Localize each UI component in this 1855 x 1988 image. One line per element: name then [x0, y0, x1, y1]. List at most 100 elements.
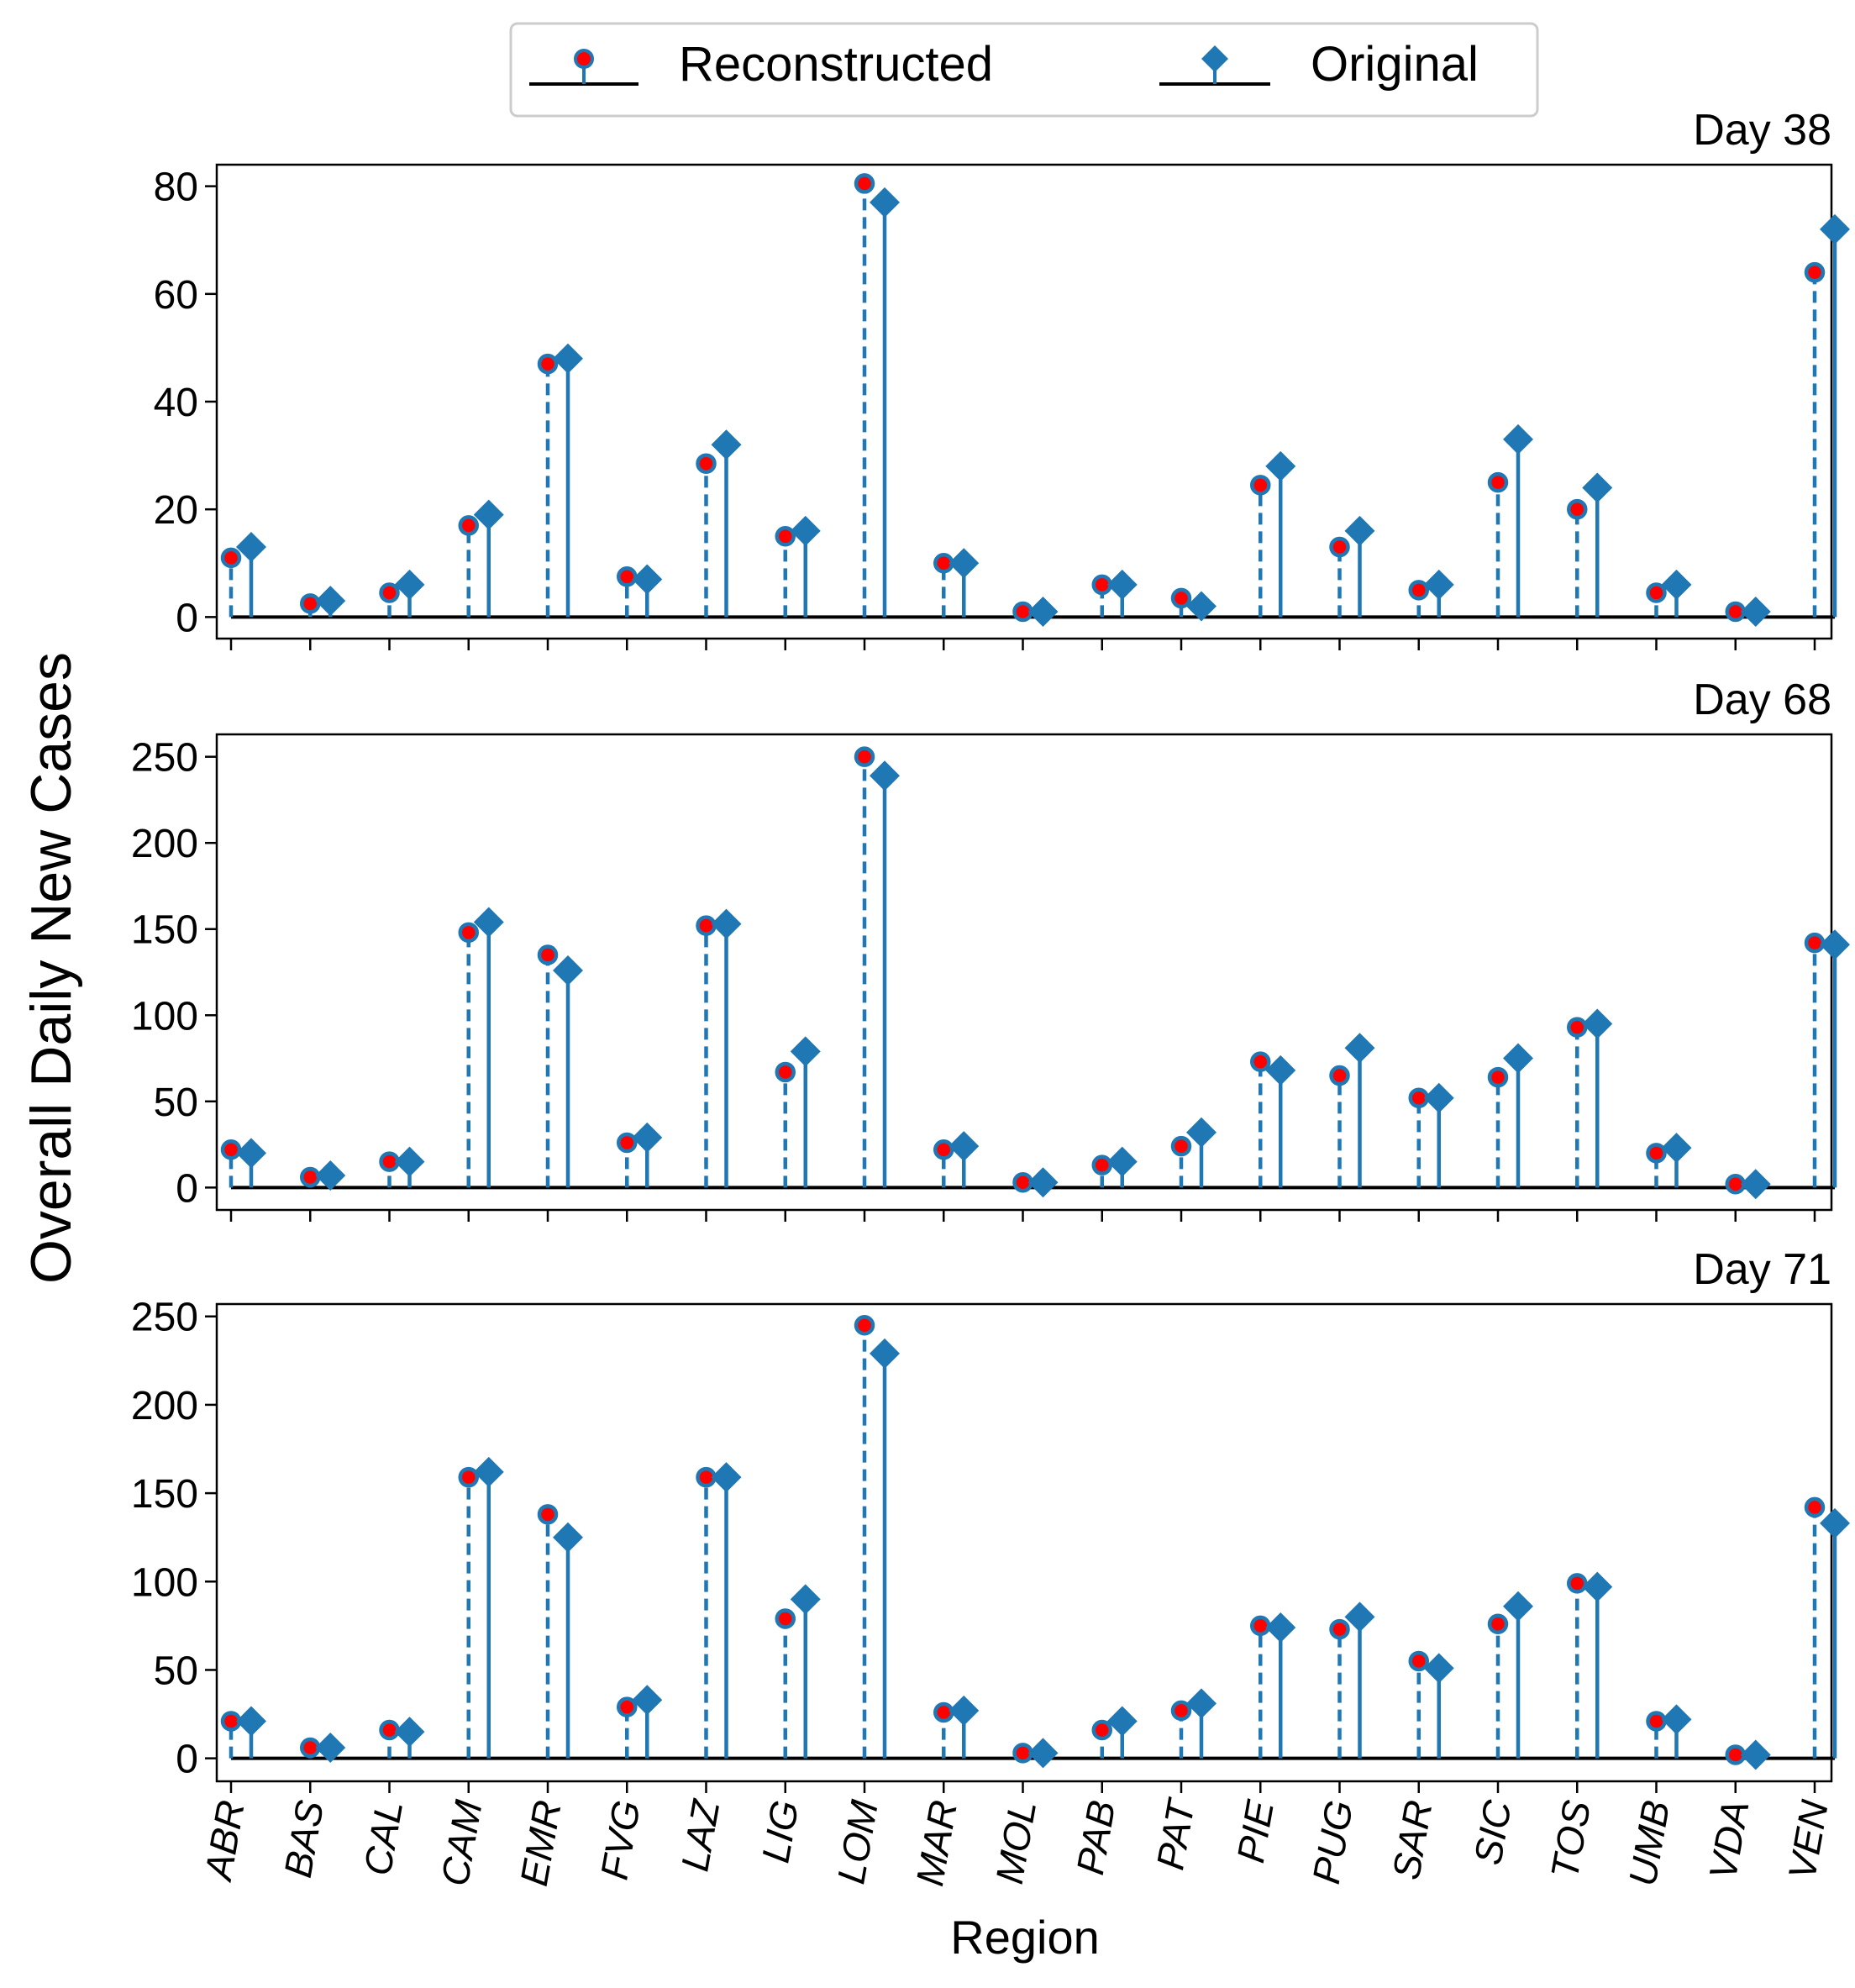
- original-marker: [1423, 1653, 1454, 1684]
- y-tick-label: 50: [154, 1649, 198, 1693]
- reconstructed-marker: [300, 1166, 321, 1188]
- panel-frame: [215, 163, 1833, 640]
- reconstructed-marker: [537, 353, 559, 375]
- original-marker: [1423, 1082, 1454, 1113]
- y-tick-label: 0: [176, 596, 198, 640]
- reconstructed-marker: [1487, 1066, 1509, 1088]
- reconstructed-marker: [1250, 475, 1271, 496]
- panel-title: Day 68: [1693, 676, 1831, 724]
- reconstructed-marker: [1646, 1711, 1667, 1732]
- original-marker: [1344, 515, 1375, 546]
- reconstructed-marker: [854, 746, 875, 767]
- original-marker: [1265, 1054, 1296, 1086]
- reconstructed-marker: [1329, 536, 1350, 558]
- x-tick-label: BAS: [276, 1796, 332, 1880]
- legend: Reconstructed Original: [509, 22, 1539, 118]
- original-marker: [553, 343, 583, 374]
- reconstructed-marker: [458, 922, 479, 944]
- original-marker: [1582, 1571, 1613, 1602]
- x-tick-label: TOS: [1542, 1796, 1600, 1882]
- original-marker: [1265, 1612, 1296, 1643]
- reconstructed-marker: [775, 525, 796, 547]
- original-marker: [1661, 569, 1692, 600]
- panel-frame: [215, 1302, 1833, 1783]
- panel-title: Day 38: [1693, 106, 1831, 155]
- original-marker: [1820, 1507, 1850, 1538]
- reconstructed-marker: [1567, 1017, 1588, 1038]
- reconstructed-marker: [1170, 587, 1192, 609]
- original-marker: [632, 1122, 663, 1153]
- original-marker: [1106, 1146, 1138, 1177]
- reconstructed-marker: [696, 453, 717, 474]
- reconstructed-marker: [220, 547, 242, 569]
- x-tick-label: FVG: [591, 1797, 649, 1883]
- reconstructed-marker: [1329, 1065, 1350, 1086]
- y-tick-label: 250: [131, 1296, 198, 1340]
- reconstructed-marker: [1804, 261, 1826, 283]
- original-marker: [1344, 1033, 1375, 1064]
- x-tick-label: PIE: [1228, 1796, 1282, 1865]
- original-marker: [1820, 929, 1850, 960]
- reconstructed-marker: [220, 1139, 242, 1160]
- reconstructed-marker: [1091, 1719, 1112, 1741]
- original-marker: [1423, 569, 1454, 600]
- x-tick-label: UMB: [1620, 1797, 1678, 1890]
- legend-reconstructed-label: Reconstructed: [679, 37, 993, 92]
- original-marker: [1661, 1704, 1692, 1735]
- y-tick-label: 200: [131, 1384, 198, 1428]
- reconstructed-marker: [1487, 1613, 1509, 1635]
- original-marker: [1344, 1601, 1375, 1633]
- reconstructed-marker: [775, 1061, 796, 1083]
- reconstructed-marker: [1567, 498, 1588, 520]
- original-marker: [1027, 1167, 1059, 1198]
- reconstructed-marker: [1487, 471, 1509, 493]
- original-marker: [870, 760, 900, 792]
- original-marker: [632, 1685, 663, 1716]
- reconstructed-marker: [854, 173, 875, 194]
- original-marker: [949, 548, 980, 579]
- original-marker: [711, 908, 742, 939]
- reconstructed-marker: [617, 1696, 638, 1717]
- reconstructed-marker: [1329, 1618, 1350, 1640]
- original-marker: [1186, 1117, 1217, 1148]
- panel-day-38: Day 38 0 20 40 60 80: [154, 106, 1850, 650]
- y-tick-label: 100: [131, 994, 198, 1039]
- x-tick-label: SIC: [1465, 1796, 1520, 1868]
- x-tick-label: PAB: [1068, 1797, 1124, 1878]
- original-marker: [790, 1036, 821, 1067]
- legend-reconstructed-marker: [574, 49, 594, 69]
- original-marker: [1186, 591, 1217, 622]
- original-marker: [394, 569, 425, 600]
- reconstructed-marker: [696, 915, 717, 936]
- original-marker: [870, 187, 900, 218]
- original-marker: [1740, 596, 1771, 627]
- y-tick-label: 50: [154, 1081, 198, 1125]
- reconstructed-marker: [1567, 1573, 1588, 1594]
- y-axis-label: Overall Daily New Cases: [19, 652, 83, 1284]
- panel-day-68: Day 68 0 50 100 150 200 250: [131, 676, 1850, 1222]
- original-marker: [1186, 1688, 1217, 1719]
- x-tick-label: LOM: [828, 1796, 886, 1887]
- legend-frame: [509, 22, 1539, 118]
- reconstructed-marker: [1804, 1496, 1826, 1518]
- original-marker: [870, 1338, 900, 1369]
- x-axis-label: Region: [950, 1911, 1099, 1964]
- original-marker: [1740, 1739, 1771, 1770]
- original-marker: [1582, 472, 1613, 503]
- original-marker: [790, 1584, 821, 1615]
- x-tick-label: MOL: [987, 1797, 1045, 1887]
- reconstructed-marker: [617, 566, 638, 587]
- reconstructed-marker: [1250, 1051, 1271, 1072]
- original-marker: [790, 515, 821, 546]
- original-marker: [236, 1138, 266, 1169]
- panel-day-71: Day 71 0 50 100 150 200 250 ABR BAS CAL CAM EMR FVG L…: [131, 1245, 1850, 1889]
- x-tick-label: MAR: [907, 1797, 965, 1890]
- original-marker: [711, 429, 742, 460]
- reconstructed-marker: [1170, 1135, 1192, 1157]
- reconstructed-marker: [379, 582, 400, 603]
- x-tick-label: VDA: [1700, 1797, 1758, 1883]
- y-tick-label: 0: [176, 1738, 198, 1782]
- y-tick-label: 20: [154, 488, 198, 533]
- x-tick-label: EMR: [512, 1797, 570, 1890]
- reconstructed-marker: [1250, 1615, 1271, 1637]
